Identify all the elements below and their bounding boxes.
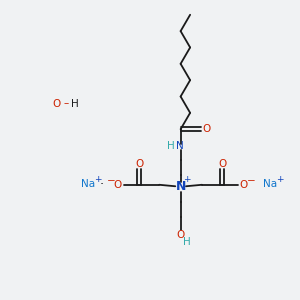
Text: –: – — [63, 98, 68, 108]
Text: +: + — [94, 175, 101, 184]
Text: H: H — [183, 237, 191, 247]
Text: +: + — [276, 175, 284, 184]
Text: O: O — [176, 230, 185, 240]
Text: Na: Na — [263, 179, 278, 189]
Text: N: N — [176, 141, 184, 152]
Text: H: H — [167, 141, 175, 152]
Text: O: O — [135, 159, 143, 169]
Text: +: + — [183, 175, 191, 184]
Text: O: O — [52, 99, 61, 109]
Text: O: O — [202, 124, 211, 134]
Text: −: − — [106, 176, 115, 186]
Text: O: O — [239, 180, 248, 190]
Text: Na: Na — [81, 179, 95, 189]
Text: ·: · — [100, 178, 104, 191]
Text: H: H — [71, 99, 79, 109]
Text: N: N — [176, 180, 186, 193]
Text: O: O — [114, 180, 122, 190]
Text: −: − — [247, 176, 255, 186]
Text: O: O — [218, 159, 226, 169]
